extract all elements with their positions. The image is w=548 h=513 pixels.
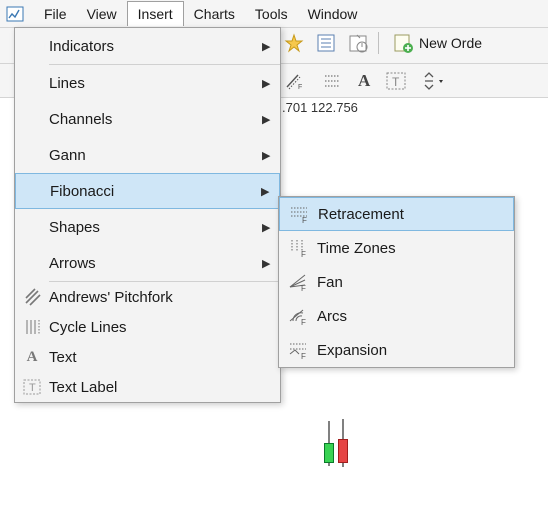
price-text: .701 122.756 [282,100,358,115]
menu-tools[interactable]: Tools [245,2,298,26]
cyclelines-icon [15,318,49,336]
submenu-fan[interactable]: F Fan [279,265,514,299]
menu-charts[interactable]: Charts [184,2,245,26]
menu-item-text[interactable]: A Text [15,342,280,372]
menu-item-cyclelines[interactable]: Cycle Lines [15,312,280,342]
list-icon[interactable] [314,31,338,55]
chevron-right-icon: ▶ [262,149,280,162]
svg-text:T: T [29,382,36,394]
svg-text:F: F [301,250,306,258]
favorites-icon[interactable] [282,31,306,55]
menu-item-shapes[interactable]: Shapes▶ [15,209,280,245]
menu-bar: File View Insert Charts Tools Window [0,0,548,28]
svg-text:F: F [298,84,302,91]
menu-item-fibonacci[interactable]: Fibonacci▶ [15,173,280,209]
menu-view[interactable]: View [77,2,127,26]
chevron-right-icon: ▶ [261,185,279,198]
text-label-tool-icon[interactable]: T [384,69,408,93]
menu-item-indicators[interactable]: Indicators▶ [15,28,280,64]
text-icon: A [15,349,49,366]
submenu-retracement[interactable]: F Retracement [279,197,514,231]
new-order-button[interactable]: New Orde [393,33,482,53]
text-label-icon: T [15,378,49,396]
chevron-right-icon: ▶ [262,113,280,126]
menu-item-arrows[interactable]: Arrows▶ [15,245,280,281]
new-order-label: New Orde [419,35,482,51]
menu-item-lines[interactable]: Lines▶ [15,65,280,101]
arcs-icon: F [279,306,317,326]
fan-icon: F [279,272,317,292]
equidistant-icon[interactable]: F [282,69,306,93]
menu-item-pitchfork[interactable]: Andrews' Pitchfork [15,282,280,312]
svg-text:T: T [392,75,400,89]
menu-window[interactable]: Window [298,2,368,26]
pitchfork-icon [15,288,49,306]
menu-item-textlabel[interactable]: T Text Label [15,372,280,402]
menu-item-channels[interactable]: Channels▶ [15,101,280,137]
submenu-timezones[interactable]: F Time Zones [279,231,514,265]
tools-dropdown-icon[interactable] [422,69,446,93]
chevron-right-icon: ▶ [262,77,280,90]
menu-file[interactable]: File [34,2,77,26]
svg-text:F: F [301,284,306,292]
chevron-right-icon: ▶ [262,40,280,53]
text-tool-icon[interactable]: A [358,71,370,91]
menu-item-gann[interactable]: Gann▶ [15,137,280,173]
svg-text:F: F [301,318,306,326]
submenu-expansion[interactable]: F Expansion [279,333,514,367]
expansion-icon: F [279,340,317,360]
timer-icon[interactable] [346,31,370,55]
insert-dropdown: Indicators▶ Lines▶ Channels▶ Gann▶ Fibon… [14,27,281,403]
svg-text:F: F [301,352,306,360]
svg-text:F: F [302,216,307,224]
submenu-arcs[interactable]: F Arcs [279,299,514,333]
app-icon [6,6,24,22]
menu-insert[interactable]: Insert [127,1,184,26]
hlines-icon[interactable] [320,69,344,93]
retracement-icon: F [280,204,318,224]
fibonacci-submenu: F Retracement F Time Zones F Fan F Arcs … [278,196,515,368]
timezones-icon: F [279,238,317,258]
